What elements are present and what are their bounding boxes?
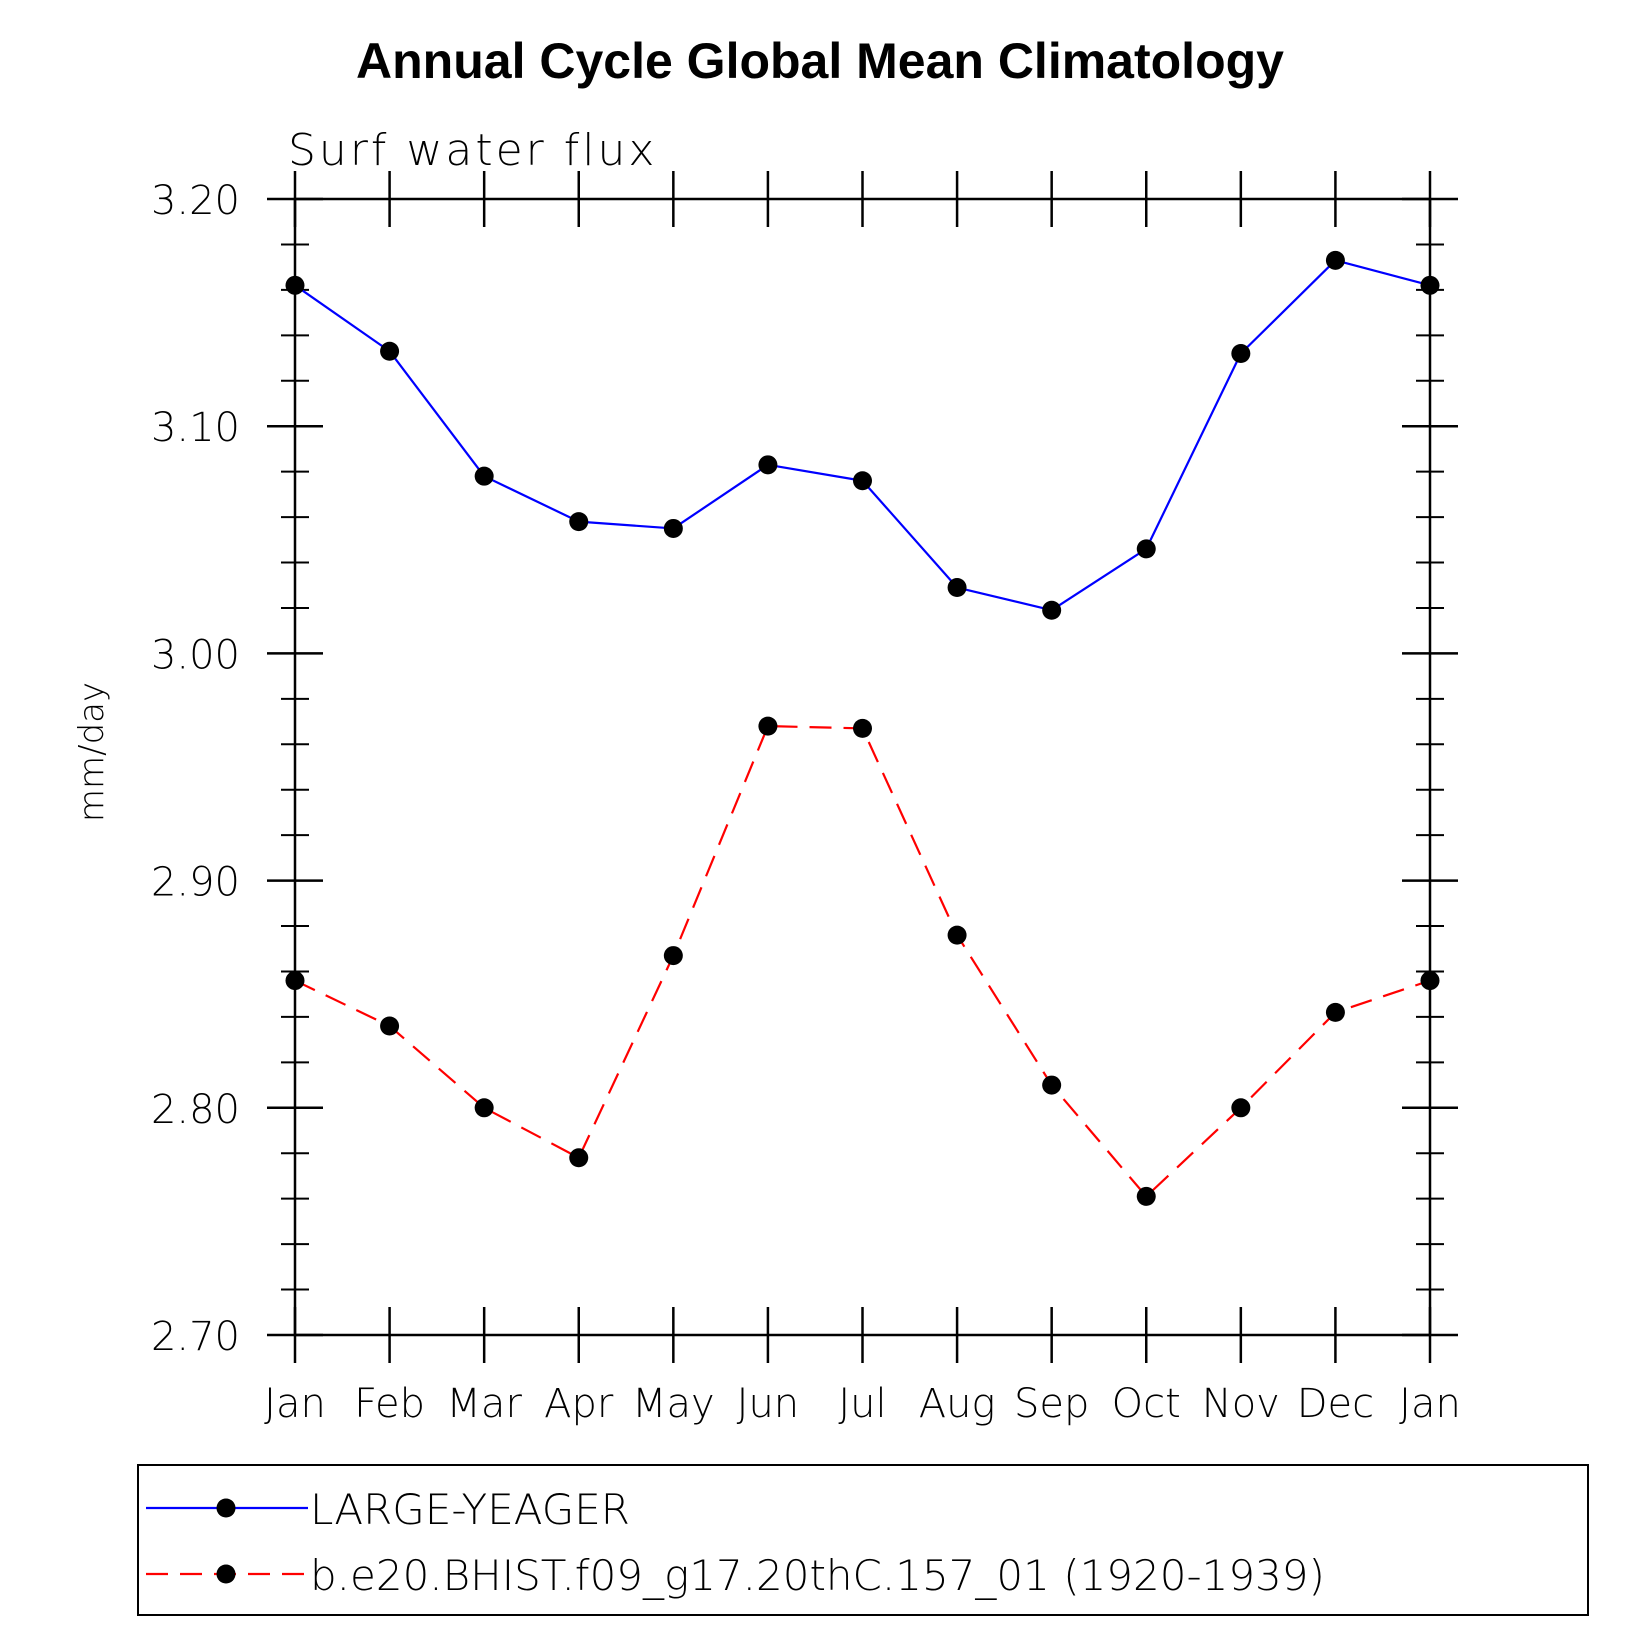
legend-swatch-marker xyxy=(216,1564,236,1584)
series-1 xyxy=(285,250,1440,620)
data-point xyxy=(569,1148,589,1168)
series-2 xyxy=(285,716,1440,1206)
y-axis-label: mm/day xyxy=(72,682,112,822)
data-point xyxy=(758,716,778,736)
x-tick-label: Sep xyxy=(1014,1381,1089,1427)
x-tick-label: Apr xyxy=(544,1381,614,1427)
y-tick-label: 2.70 xyxy=(151,1314,240,1360)
x-tick-label: Dec xyxy=(1297,1381,1374,1427)
data-point xyxy=(474,1098,494,1118)
data-point xyxy=(1231,343,1251,363)
data-point xyxy=(1325,1002,1345,1022)
data-point xyxy=(947,925,967,945)
series-line xyxy=(294,259,1431,612)
data-point xyxy=(1231,1098,1251,1118)
data-point xyxy=(1136,1186,1156,1206)
data-point xyxy=(853,471,872,491)
y-tick-label: 3.20 xyxy=(151,178,240,224)
x-tick-label: Jul xyxy=(838,1381,886,1427)
data-point xyxy=(569,512,589,532)
data-point xyxy=(1136,539,1156,559)
x-tick-label: Aug xyxy=(919,1381,996,1427)
data-point xyxy=(474,466,494,486)
data-point xyxy=(380,341,400,361)
data-point xyxy=(947,578,967,598)
data-point xyxy=(1042,600,1062,620)
legend-label: b.e20.BHIST.f09_g17.20thC.157_01 (1920-1… xyxy=(310,1551,1325,1600)
x-tick-label: Jan xyxy=(1399,1381,1461,1427)
x-tick-label: Feb xyxy=(354,1381,425,1427)
plot-frame xyxy=(293,197,1432,1337)
chart-title: Annual Cycle Global Mean Climatology xyxy=(356,33,1284,89)
data-point xyxy=(758,455,778,475)
data-point xyxy=(663,946,683,966)
data-point xyxy=(1042,1075,1062,1095)
y-tick-label: 2.90 xyxy=(151,860,240,906)
series-line xyxy=(294,725,1431,1198)
y-tick-label: 2.80 xyxy=(151,1087,240,1133)
x-tick-label: Oct xyxy=(1112,1381,1181,1427)
data-point xyxy=(1420,275,1440,295)
chart-subtitle: Surf water flux xyxy=(288,125,657,176)
data-point xyxy=(1420,971,1440,991)
legend: LARGE-YEAGER b.e20.BHIST.f09_g17.20thC.15… xyxy=(137,1464,1589,1616)
axes: Jan Feb Mar Apr May Jun Jul Aug Sep Oct Nov Dec Jan 2… xyxy=(151,171,1461,1427)
legend-box xyxy=(137,1464,1589,1616)
data-point xyxy=(663,518,683,538)
y-tick-label: 3.10 xyxy=(151,405,240,451)
data-point xyxy=(1325,250,1345,270)
data-point xyxy=(285,275,305,295)
legend-label: LARGE-YEAGER xyxy=(310,1485,630,1534)
data-point xyxy=(285,971,305,991)
x-tick-label: May xyxy=(632,1381,715,1427)
data-point xyxy=(853,718,872,738)
x-tick-label: Jan xyxy=(264,1381,326,1427)
series-group xyxy=(285,250,1440,1206)
x-tick-label: Jun xyxy=(737,1381,800,1427)
x-tick-label: Mar xyxy=(446,1381,522,1427)
y-tick-label: 3.00 xyxy=(151,632,240,678)
data-point xyxy=(380,1016,400,1036)
legend-entry: b.e20.BHIST.f09_g17.20thC.157_01 (1920-1… xyxy=(146,1551,1325,1600)
legend-entry: LARGE-YEAGER xyxy=(146,1485,630,1534)
legend-swatch-marker xyxy=(216,1498,236,1518)
x-tick-label: Nov xyxy=(1202,1381,1280,1427)
